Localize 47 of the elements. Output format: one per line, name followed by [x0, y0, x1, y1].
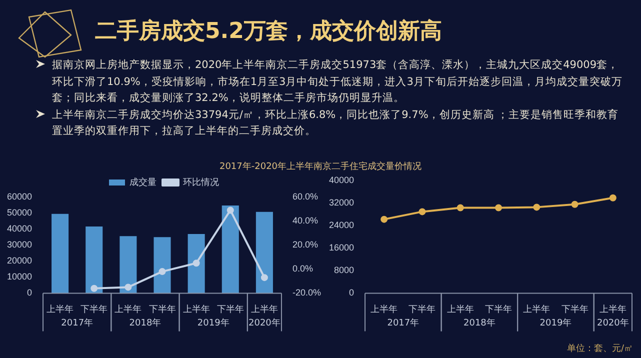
x-tick-label: 上半年	[446, 304, 474, 314]
x-tick-label: 下半年	[148, 304, 176, 314]
y-tick-label: 30000	[6, 240, 32, 250]
y-tick-label: 40000	[6, 224, 32, 234]
x-tick-label: 上半年	[46, 304, 74, 314]
text: 2020年	[248, 318, 280, 329]
y-tick-label: 16000	[328, 242, 354, 253]
x-tick-label: 上半年	[114, 304, 142, 314]
y2-tick-label: 0.0%	[292, 264, 313, 274]
text: 2020年	[596, 318, 629, 329]
y-tick-label: 10000	[6, 272, 32, 282]
y-tick-label: 0	[349, 288, 354, 298]
y-tick-label: 24000	[328, 220, 354, 230]
y2-tick-label: 20.0%	[292, 240, 318, 250]
y-tick-label: 60000	[6, 191, 32, 202]
legend-label: 环比情况	[183, 176, 219, 187]
text: 据南京网上房地产数据显示，2020年上半年南京二手房成交51973套（含高淳、溧水），主城九大区成交49009套，环比下滑了10.9%，受疫情影响，市场在1月至3月中旬处于低迷期，进入3月下旬后开始逐步回温，月均成交量突破万套；同比来看，成交量则涨了32.2%，说明整体二手房市场仍明显升温。	[52, 59, 622, 104]
text: 2018年	[463, 318, 496, 329]
x-tick-label: 下半年	[561, 304, 588, 314]
x-tick-label: 下半年	[485, 304, 512, 314]
y2-tick-label: -20.0%	[292, 288, 322, 298]
text: 上半年南京二手房成交均价达33794元/㎡，环比上涨6.8%，同比也涨了9.7%，创历史新高 ；主要是销售旺季和教育置业季的双重作用下，拉高了上半年的二手房成交价。	[52, 108, 619, 137]
y-tick-label: 50000	[6, 208, 32, 218]
x-tick-label: 下半年	[80, 304, 108, 314]
x-tick-label: 上半年	[182, 304, 210, 314]
text: 2018年	[129, 318, 162, 329]
chart-title: 二手房成交5.2万套，成交价创新高	[95, 18, 442, 46]
x-tick-label: 上半年	[599, 304, 626, 314]
x-tick-label: 下半年	[408, 304, 436, 314]
y-tick-label: 32000	[328, 197, 354, 208]
text: 单位：套、元/㎡	[566, 342, 633, 355]
y-tick-label: 8000	[334, 265, 354, 276]
text: 2017年	[61, 318, 94, 329]
y2-tick-label: 40.0%	[292, 216, 318, 226]
text: 2019年	[197, 318, 230, 329]
y2-tick-label: 60.0%	[292, 191, 318, 202]
y-tick-label: 20000	[6, 256, 32, 266]
x-tick-label: 上半年	[523, 304, 550, 314]
legend-label: 成交量	[130, 176, 156, 187]
x-tick-label: 上半年	[370, 304, 398, 314]
y-tick-label: 0	[27, 288, 32, 298]
x-tick-label: 上半年	[250, 304, 278, 314]
text: 2019年	[540, 318, 572, 329]
text: 2017年	[387, 318, 420, 329]
text: 2017年-2020年上半年南京二手住宅成交量价情况	[218, 160, 423, 173]
x-tick-label: 下半年	[216, 304, 244, 314]
y-tick-label: 40000	[328, 174, 354, 185]
